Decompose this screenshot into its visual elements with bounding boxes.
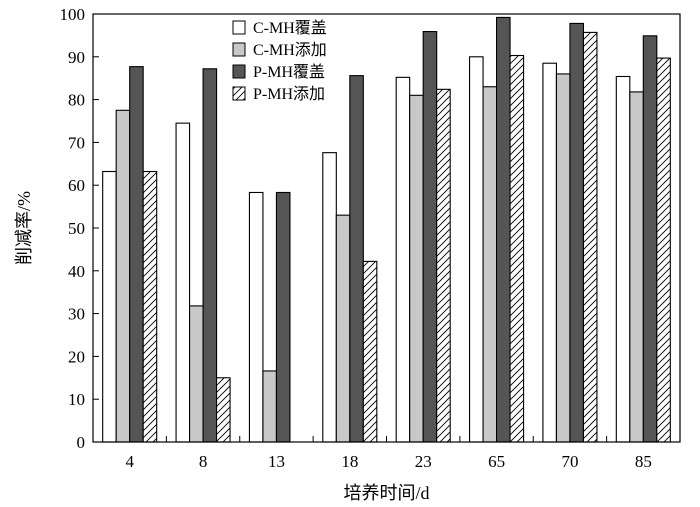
x-tick-label: 65	[488, 452, 505, 471]
bar-C-MH添加-65	[482, 86, 498, 443]
bar-C-MH覆盖-23	[395, 76, 411, 443]
y-tick-label: 80	[68, 91, 85, 110]
legend-label: P-MH覆盖	[253, 63, 325, 81]
y-tick-label: 20	[68, 347, 85, 366]
bar-P-MH添加-70	[582, 31, 598, 443]
y-tick-label: 50	[68, 219, 85, 238]
bar-C-MH添加-18	[335, 214, 351, 443]
bar-P-MH覆盖-85	[642, 35, 658, 443]
bar-C-MH添加-70	[555, 73, 571, 443]
legend-swatch	[232, 20, 246, 35]
bar-C-MH覆盖-8	[175, 122, 191, 443]
bar-P-MH覆盖-23	[422, 30, 438, 443]
y-axis-label: 削减率/%	[14, 191, 34, 265]
y-tick-label: 0	[77, 433, 86, 452]
bar-P-MH添加-23	[436, 88, 451, 443]
bar-C-MH添加-4	[115, 109, 131, 443]
bar-C-MH覆盖-65	[469, 56, 484, 443]
legend-swatch	[232, 86, 246, 101]
legend-label: P-MH添加	[253, 85, 325, 103]
bar-P-MH覆盖-13	[275, 191, 291, 443]
x-tick-label: 13	[268, 452, 285, 471]
y-tick-label: 100	[60, 5, 86, 24]
y-tick-label: 10	[68, 390, 85, 409]
bar-P-MH添加-8	[216, 377, 231, 443]
bars-group	[102, 16, 671, 443]
bar-P-MH覆盖-70	[569, 22, 584, 443]
bar-P-MH添加-65	[509, 54, 525, 443]
legend-label: C-MH覆盖	[253, 19, 327, 37]
y-tick-label: 90	[68, 48, 85, 67]
bar-C-MH添加-23	[409, 94, 424, 443]
legend-swatch	[232, 42, 246, 57]
x-axis-ticks: 4 8 13 18 23 65 70 85	[125, 436, 652, 471]
x-axis-label: 培养时间/d	[343, 483, 429, 503]
bar-C-MH覆盖-85	[615, 75, 631, 443]
legend-swatch	[232, 64, 246, 79]
legend-label: C-MH添加	[253, 41, 327, 59]
x-tick-label: 8	[199, 452, 208, 471]
y-axis-ticks: 0 10 20 30 40 50 60 70 80 90 100	[60, 5, 99, 452]
y-tick-label: 60	[68, 176, 85, 195]
bar-P-MH覆盖-8	[202, 68, 218, 443]
bar-C-MH添加-85	[629, 91, 644, 443]
bar-P-MH覆盖-18	[349, 75, 364, 443]
bar-P-MH添加-4	[142, 170, 158, 443]
bar-P-MH覆盖-4	[129, 66, 144, 443]
y-tick-label: 70	[68, 133, 85, 152]
bar-C-MH覆盖-13	[248, 191, 264, 443]
bar-P-MH添加-85	[656, 57, 671, 443]
x-tick-label: 85	[635, 452, 652, 471]
bar-C-MH覆盖-18	[322, 152, 337, 443]
y-tick-label: 30	[68, 305, 85, 324]
bar-C-MH覆盖-4	[102, 170, 117, 443]
bar-C-MH添加-8	[189, 305, 204, 443]
y-tick-label: 40	[68, 262, 85, 281]
bar-P-MH添加-18	[362, 260, 378, 443]
bar-C-MH添加-13	[262, 370, 277, 443]
x-tick-label: 18	[341, 452, 358, 471]
x-tick-label: 23	[415, 452, 432, 471]
bar-P-MH覆盖-65	[496, 16, 511, 443]
x-tick-label: 70	[561, 452, 578, 471]
bar-C-MH覆盖-70	[542, 62, 557, 443]
x-tick-label: 4	[125, 452, 134, 471]
plot-frame	[92, 13, 681, 443]
legend: C-MH覆盖 C-MH添加 P-MH覆盖 P-MH添加	[232, 19, 327, 103]
